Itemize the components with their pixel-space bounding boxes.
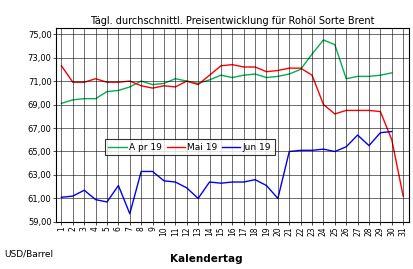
Jun 19 [161,179,166,182]
Jun 19 [230,180,235,184]
A pr 19 [298,68,303,71]
A pr 19 [287,72,292,76]
A pr 19 [389,71,394,75]
Jun 19 [264,184,269,187]
Jun 19 [321,147,326,151]
Jun 19 [127,212,132,215]
A pr 19 [218,74,223,77]
A pr 19 [104,90,109,93]
A pr 19 [275,75,280,78]
A pr 19 [150,83,155,86]
A pr 19 [127,85,132,89]
Text: Kalendertag: Kalendertag [170,254,243,264]
A pr 19 [264,76,269,79]
A pr 19 [82,97,87,100]
Mai 19 [321,103,326,106]
Jun 19 [332,150,337,153]
Mai 19 [59,64,64,68]
Mai 19 [196,83,201,86]
A pr 19 [93,97,98,100]
Mai 19 [207,74,212,77]
Mai 19 [230,63,235,66]
Mai 19 [287,66,292,70]
Mai 19 [218,64,223,68]
Jun 19 [116,184,121,187]
Mai 19 [344,109,349,112]
Mai 19 [116,81,121,84]
Mai 19 [378,110,383,113]
Mai 19 [310,74,315,77]
A pr 19 [230,76,235,79]
A pr 19 [184,79,189,83]
Jun 19 [207,180,212,184]
Mai 19 [275,69,280,72]
Legend: A pr 19, Mai 19, Jun 19: A pr 19, Mai 19, Jun 19 [105,139,275,155]
Jun 19 [389,130,394,133]
Jun 19 [82,189,87,192]
Mai 19 [104,81,109,84]
A pr 19 [173,77,178,80]
A pr 19 [344,77,349,80]
Mai 19 [127,79,132,83]
Mai 19 [161,84,166,87]
Jun 19 [253,178,258,181]
A pr 19 [70,98,75,101]
A pr 19 [196,82,201,85]
A pr 19 [332,43,337,46]
Mai 19 [332,112,337,116]
Line: Jun 19: Jun 19 [62,132,392,214]
Mai 19 [253,65,258,69]
Jun 19 [275,197,280,200]
Mai 19 [366,109,371,112]
Line: A pr 19: A pr 19 [62,40,392,103]
Jun 19 [241,180,246,184]
A pr 19 [161,82,166,85]
Jun 19 [196,197,201,200]
A pr 19 [310,52,315,56]
Jun 19 [298,149,303,152]
Jun 19 [150,170,155,173]
A pr 19 [59,102,64,105]
Jun 19 [93,198,98,201]
Mai 19 [82,81,87,84]
Mai 19 [355,109,360,112]
Jun 19 [378,131,383,134]
Jun 19 [59,196,64,199]
Jun 19 [310,149,315,152]
Jun 19 [70,194,75,198]
Jun 19 [344,145,349,148]
Mai 19 [389,138,394,141]
Mai 19 [139,84,144,87]
Line: Mai 19: Mai 19 [62,65,403,196]
Title: Tägl. durchschnittl. Preisentwicklung für Rohöl Sorte Brent: Tägl. durchschnittl. Preisentwicklung fü… [90,16,375,26]
A pr 19 [139,79,144,83]
Mai 19 [173,85,178,89]
Jun 19 [287,150,292,153]
A pr 19 [241,74,246,77]
Text: USD/Barrel: USD/Barrel [4,249,53,258]
Mai 19 [241,65,246,69]
Mai 19 [93,77,98,80]
Mai 19 [401,194,406,198]
Mai 19 [298,66,303,70]
A pr 19 [116,89,121,92]
Jun 19 [104,200,109,204]
Mai 19 [70,81,75,84]
Jun 19 [139,170,144,173]
A pr 19 [321,38,326,42]
Mai 19 [150,87,155,90]
A pr 19 [378,74,383,77]
Jun 19 [173,180,178,184]
Mai 19 [264,70,269,73]
Jun 19 [218,182,223,185]
Jun 19 [355,133,360,137]
Jun 19 [366,144,371,147]
A pr 19 [253,72,258,76]
Jun 19 [184,186,189,189]
A pr 19 [366,75,371,78]
A pr 19 [355,75,360,78]
Mai 19 [184,79,189,83]
A pr 19 [207,78,212,82]
